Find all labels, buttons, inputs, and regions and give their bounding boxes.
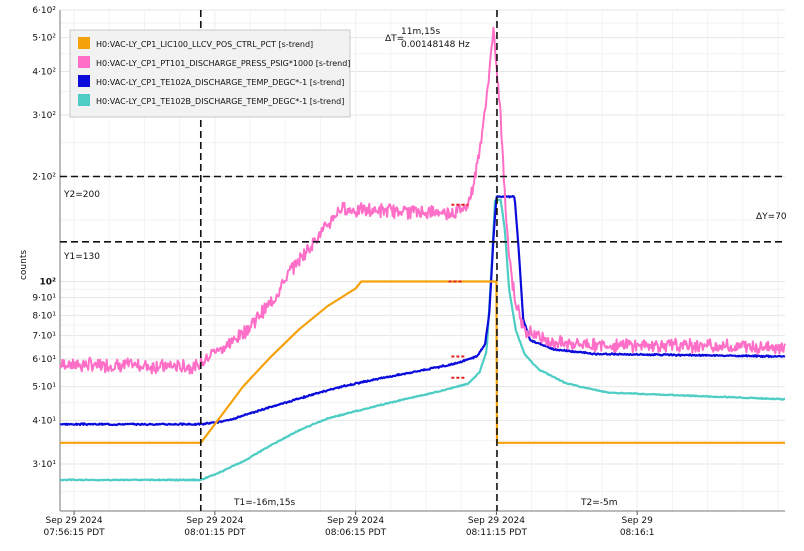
y-tick-label: 6·10¹ xyxy=(32,355,56,365)
y-tick-label: 5·10¹ xyxy=(32,383,56,393)
x-tick-time: 08:11:15 PDT xyxy=(466,528,528,538)
y-tick-label: 4·10¹ xyxy=(32,416,56,426)
legend-entry[interactable]: H0:VAC-LY_CP1_TE102B_DISCHARGE_TEMP_DEGC… xyxy=(78,94,344,106)
y-tick-label: 3·10² xyxy=(32,111,56,121)
delta-t-value: 11m,15s xyxy=(401,27,441,37)
legend-label: H0:VAC-LY_CP1_TE102B_DISCHARGE_TEMP_DEGC… xyxy=(96,97,344,106)
grid xyxy=(60,9,785,511)
legend-swatch xyxy=(78,56,90,68)
y-tick-label: 2·10² xyxy=(32,172,56,182)
y-axis-label: counts xyxy=(19,250,29,280)
legend-entry[interactable]: H0:VAC-LY_CP1_PT101_DISCHARGE_PRESS_PSIG… xyxy=(78,56,350,68)
x-tick-date: Sep 29 2024 xyxy=(468,516,525,526)
delta-t-frequency: 0.00148148 Hz xyxy=(401,40,470,50)
x-tick-date: Sep 29 2024 xyxy=(327,516,384,526)
y-tick-label: 5·10² xyxy=(32,34,56,44)
t2-cursor-label: T2=-5m xyxy=(580,498,618,508)
legend-box xyxy=(69,29,351,118)
legend-label: H0:VAC-LY_CP1_TE102A_DISCHARGE_TEMP_DEGC… xyxy=(96,78,344,87)
x-tick-time: 08:06:15 PDT xyxy=(325,528,387,538)
x-axis: Sep 29 2024 07:56:15 PDT Sep 29 2024 08:01:… xyxy=(44,510,785,538)
x-tick-time: 08:01:15 PDT xyxy=(184,528,246,538)
series-line xyxy=(59,195,786,427)
y1-cursor-label: Y1=130 xyxy=(63,252,100,262)
x-tick-date: Sep 29 2024 xyxy=(186,516,243,526)
legend: H0:VAC-LY_CP1_LIC100_LLCV_POS_CTRL_PCT [… xyxy=(69,29,351,118)
t1-cursor-label: T1=-16m,15s xyxy=(233,498,296,508)
y-tick-label: 3·10¹ xyxy=(32,460,56,470)
y-axis: 3·10¹ 4·10¹ 5·10¹ 6·10¹ 7·10¹ 8·10¹ 9·10¹ 10² 2·… xyxy=(32,6,61,511)
delta-y-label: ΔY=70 xyxy=(756,212,787,222)
y-tick-label: 9·10¹ xyxy=(32,294,56,304)
y2-cursor-label: Y2=200 xyxy=(63,190,100,200)
series-layer xyxy=(59,26,786,482)
y-tick-label: 4·10² xyxy=(32,67,56,77)
x-tick-date: Sep 29 2024 xyxy=(46,516,103,526)
delta-t-prefix: ΔT= xyxy=(385,34,404,44)
series-line xyxy=(60,280,785,444)
legend-swatch xyxy=(78,37,90,49)
y-tick-label: 7·10¹ xyxy=(32,332,56,342)
series-line xyxy=(59,26,786,375)
legend-label: H0:VAC-LY_CP1_PT101_DISCHARGE_PRESS_PSIG… xyxy=(96,59,350,68)
legend-entry[interactable]: H0:VAC-LY_CP1_LIC100_LLCV_POS_CTRL_PCT [… xyxy=(78,37,313,49)
legend-label: H0:VAC-LY_CP1_LIC100_LLCV_POS_CTRL_PCT [… xyxy=(96,40,313,49)
y-tick-label: 8·10¹ xyxy=(32,311,56,321)
legend-swatch xyxy=(78,94,90,106)
legend-entry[interactable]: H0:VAC-LY_CP1_TE102A_DISCHARGE_TEMP_DEGC… xyxy=(78,75,344,87)
y-tick-label: 10² xyxy=(40,278,57,288)
legend-swatch xyxy=(78,75,90,87)
series-line xyxy=(59,198,786,482)
x-tick-time: 08:16:1 xyxy=(620,528,655,538)
x-tick-date: Sep 29 xyxy=(622,516,654,526)
y-tick-label: 6·10² xyxy=(32,6,56,16)
x-tick-time: 07:56:15 PDT xyxy=(44,528,106,538)
